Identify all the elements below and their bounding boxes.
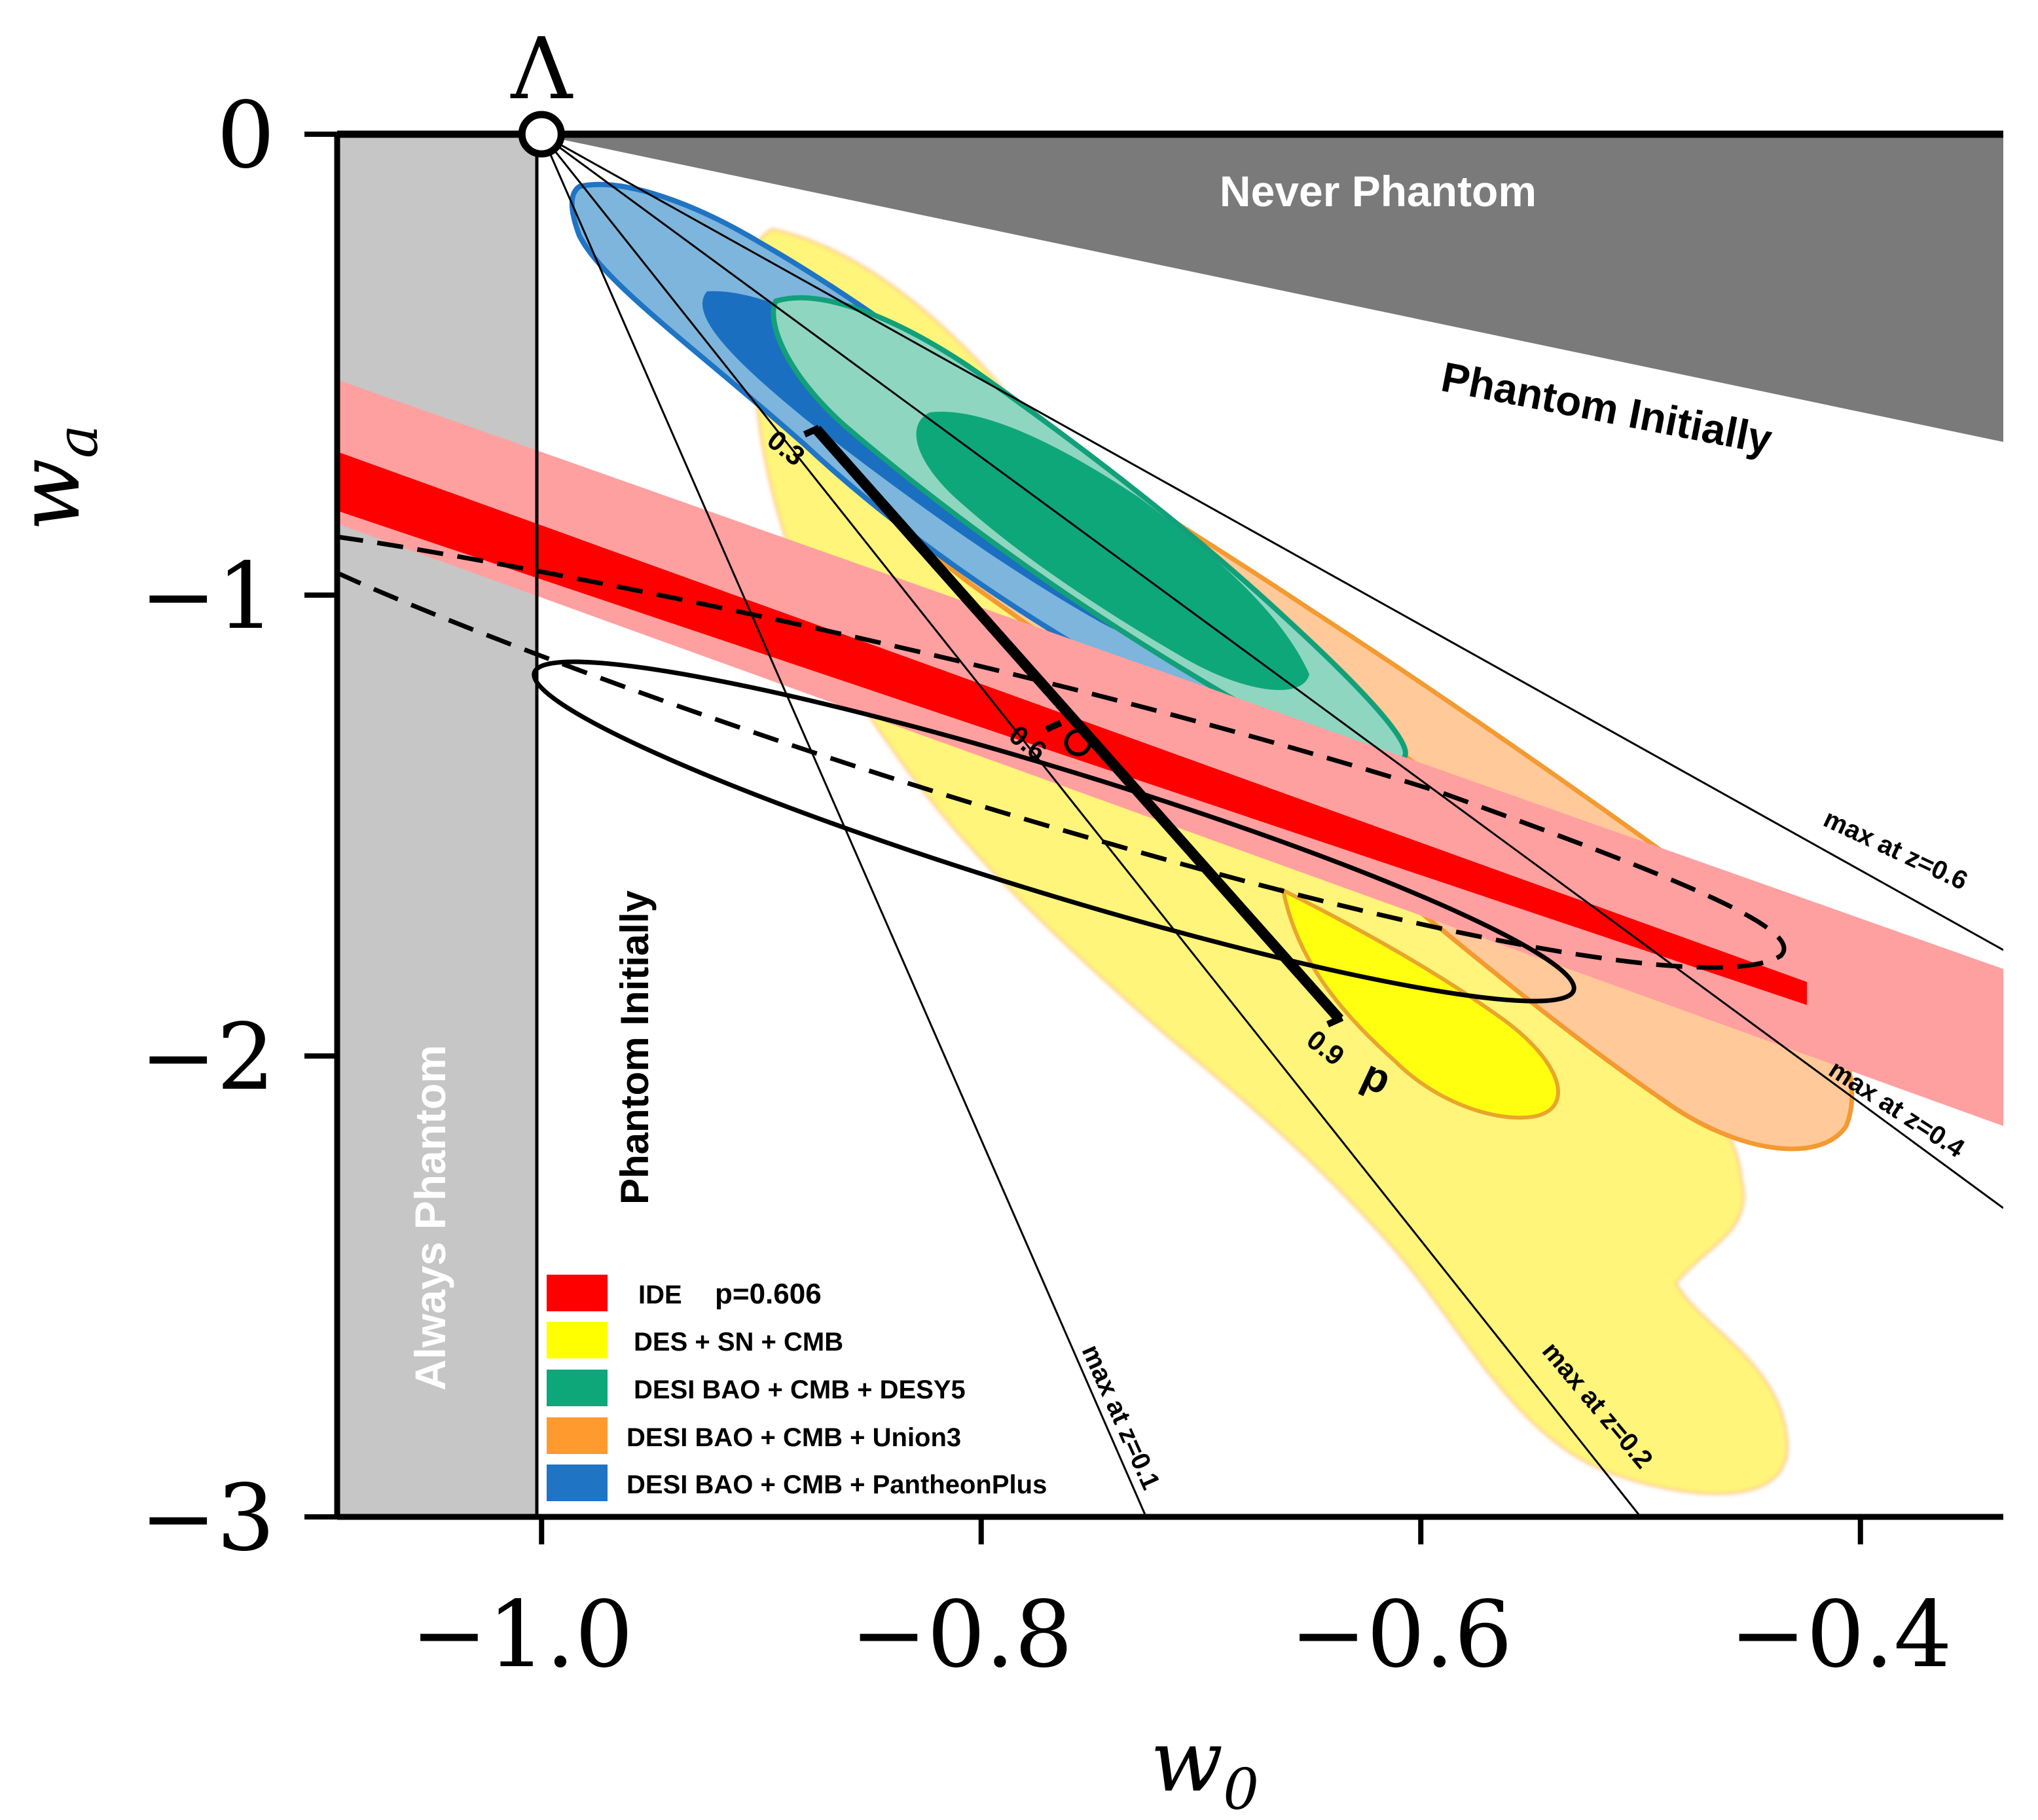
max-line-3: [541, 134, 2003, 951]
x-tick-label-3: −0.4: [1730, 1582, 1952, 1688]
y-axis-title: wa: [0, 425, 111, 532]
max-line-1: [541, 134, 1642, 1517]
x-tick-label-2: −0.6: [1290, 1582, 1512, 1688]
x-tick-label-1: −0.8: [850, 1582, 1073, 1688]
legend-swatch-0: [547, 1275, 608, 1311]
axis-ticks: −1.0 −0.8 −0.6 −0.4 0 −1 −2 −3: [140, 82, 1952, 1688]
legend-swatch-4: [547, 1465, 608, 1501]
always-phantom-region: [337, 134, 537, 1517]
never-phantom-region: [537, 134, 2003, 442]
legend-swatch-1: [547, 1322, 608, 1358]
never-phantom-label: Never Phantom: [1220, 167, 1537, 215]
legend-label-3: DESI BAO + CMB + Union3: [627, 1423, 961, 1452]
solid-contour: [532, 659, 1576, 1004]
phantom-initially-left-label: Phantom Initially: [613, 890, 657, 1205]
y-tick-label-1: −1: [140, 543, 275, 650]
max-line-label-0: max at z=0.1: [1076, 1341, 1166, 1494]
p-tick-mark-1: [1045, 719, 1063, 733]
legend-swatch-2: [547, 1370, 608, 1406]
y-tick-label-3: −3: [140, 1465, 275, 1572]
plot-frame: [334, 130, 2003, 1520]
p-track-line: [812, 426, 1344, 1023]
axis-titles: w0 wa: [0, 425, 1259, 1820]
legend-label-0: IDE: [638, 1281, 682, 1309]
p-tick-mark-2: [1326, 1015, 1344, 1028]
legend-swatch-3: [547, 1417, 608, 1454]
ide-band: [337, 380, 2003, 1126]
legend: IDE p=0.606 DES + SN + CMB DESI BAO + CMB +…: [547, 1275, 1047, 1501]
always-phantom-label: Always Phantom: [406, 1045, 454, 1391]
theory-lines: [540, 134, 2003, 1517]
legend-label-4: DESI BAO + CMB + PantheonPlus: [627, 1470, 1047, 1499]
x-tick-label-0: −1.0: [410, 1582, 633, 1688]
y-tick-label-0: 0: [217, 82, 275, 189]
lambda-point: Λ: [510, 19, 573, 158]
ide-band-inner-wedge: [337, 452, 1807, 1005]
legend-label-2: DESI BAO + CMB + DESY5: [634, 1375, 966, 1404]
shaded-regions: [337, 134, 2003, 1517]
p-marker: [1064, 729, 1092, 757]
legend-label-1: DES + SN + CMB: [634, 1328, 843, 1356]
lambda-label: Λ: [510, 19, 573, 118]
p-tick-mark-0: [803, 425, 821, 438]
y-tick-label-2: −2: [140, 1004, 275, 1111]
dashed-contour-curve: [336, 534, 1787, 970]
lambda-marker: [518, 111, 565, 158]
max-line-2: [541, 134, 2003, 1209]
x-axis-title: w0: [1150, 1711, 1259, 1817]
max-line-label-3: max at z=0.6: [1819, 804, 1972, 896]
legend-annotation-0: p=0.606: [715, 1278, 822, 1310]
dashed-contour: [336, 534, 1787, 1004]
des-sn-cmb-contour-inner: [1280, 886, 1560, 1120]
